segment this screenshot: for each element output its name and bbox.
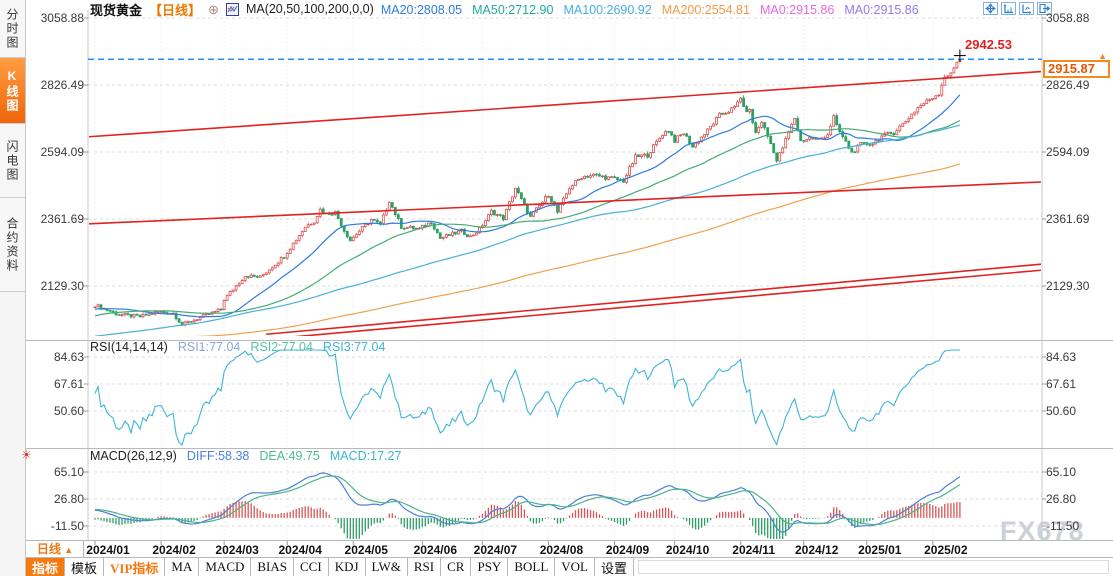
sidebar-tab-contract-info[interactable]: 合约资料 [0, 198, 25, 292]
rsi-axis-label: 67.61 [53, 377, 84, 391]
rsi-axis-label: 50.60 [53, 403, 84, 418]
macd-value: MACD:17.27 [329, 449, 402, 463]
date-label: 2025/01 [858, 543, 902, 557]
macd-value: DEA:49.75 [259, 449, 320, 463]
macd-axis-label: 26.80 [53, 492, 84, 506]
toolbar-item-LW&[interactable]: LW& [366, 558, 408, 576]
rsi-panel-header: RSI(14,14,14) RSI1:77.04 RSI2:77.04 RSI3:7… [90, 340, 395, 354]
chart-header: 现货黄金 【日线】 ⊕ MA(20,50,100,200,0,0) MA20:2… [90, 1, 929, 18]
rsi-axis-label: 84.63 [1046, 350, 1077, 364]
toolbar-item-KDJ[interactable]: KDJ [329, 558, 366, 576]
price-axis-label: 2361.69 [40, 212, 84, 226]
macd-axis-label: -11.50 [1046, 519, 1080, 533]
date-label: 2024/02 [152, 543, 196, 557]
period-selector-label: 日线 [36, 542, 61, 556]
sun-alert-icon: ☀ [21, 448, 32, 462]
price-axis-label: 3058.88 [1046, 11, 1090, 25]
toolbar-item-VIP指标[interactable]: VIP指标 [104, 558, 166, 576]
toolbar-item-BOLL[interactable]: BOLL [508, 558, 556, 576]
pan-icon[interactable] [983, 2, 998, 15]
toolbar-empty-area [638, 560, 1109, 574]
price-axis-label: 2826.49 [40, 78, 84, 92]
macd-panel-header: MACD(26,12,9) DIFF:58.38 DEA:49.75 MACD:17… [90, 449, 411, 463]
circled-minus-icon[interactable]: ⊕ [208, 1, 219, 17]
date-label: 2024/10 [665, 543, 710, 557]
rsi-axis-label: 84.63 [53, 350, 84, 364]
macd-value: DIFF:58.38 [186, 449, 250, 463]
macd-axis-label: 65.10 [53, 465, 84, 479]
date-label: 2024/01 [86, 543, 130, 557]
price-up-triangle-icon: ▲ [1098, 51, 1107, 61]
date-label: 2024/05 [344, 543, 388, 557]
macd-axis-label: -11.50 [50, 519, 84, 533]
date-label: 2024/11 [732, 543, 775, 557]
macd-values: DIFF:58.38 DEA:49.75 MACD:17.27 [187, 449, 412, 463]
ma-value: MA0:2915.86 [844, 2, 919, 17]
rsi-axis-label: 67.61 [1046, 377, 1077, 391]
price-axis-label: 2594.09 [40, 145, 84, 159]
symbol-title: 现货黄金 [90, 2, 143, 18]
date-label: 2025/02 [924, 543, 968, 557]
period-selector[interactable]: 日线 ▲ [27, 541, 84, 557]
date-label: 2024/08 [539, 543, 584, 557]
chart-toolbar-icons [983, 2, 1052, 15]
price-axis-label: 2594.09 [1046, 145, 1090, 159]
axis-zoom-vertical-icon[interactable] [1001, 2, 1016, 15]
price-axis-label: 2361.69 [1046, 212, 1090, 226]
ma-value: MA100:2690.92 [563, 2, 652, 17]
date-label: 2024/03 [215, 543, 259, 557]
exit-right-icon[interactable] [1037, 2, 1052, 15]
date-label: 2024/09 [605, 543, 650, 557]
period-arrow-icon: ▲ [64, 545, 74, 555]
price-axis-label: 2129.30 [1046, 279, 1090, 293]
sidebar-tab-lightning-chart[interactable]: 闪电图 [0, 124, 25, 198]
high-price-label: 2942.53 [965, 37, 1012, 52]
ma-value: MA50:2712.90 [472, 2, 554, 17]
toolbar-item-CCI[interactable]: CCI [294, 558, 329, 576]
ma-values: MA20:2808.05 MA50:2712.90 MA100:2690.92 MA2… [381, 2, 929, 17]
sidebar-tab-time-chart[interactable]: 分时图 [0, 0, 25, 58]
price-axis-label: 2129.30 [40, 279, 84, 293]
toolbar-item-BIAS[interactable]: BIAS [251, 558, 295, 576]
toolbar-item-PSY[interactable]: PSY [471, 558, 509, 576]
watermark: FX678 [1000, 516, 1085, 546]
ma-settings-label: MA(20,50,100,200,0,0) [245, 2, 374, 16]
toolbar-item-CR[interactable]: CR [441, 558, 472, 576]
macd-axis-label: 26.80 [1046, 492, 1077, 506]
toolbar-item-模板[interactable]: 模板 [65, 558, 105, 576]
rsi-axis-label: 50.60 [1046, 403, 1077, 418]
rsi-values: RSI1:77.04 RSI2:77.04 RSI3:77.04 [178, 340, 396, 354]
toolbar-item-指标[interactable]: 指标 [26, 558, 66, 576]
toolbar-item-MA[interactable]: MA [165, 558, 200, 576]
sidebar: 分时图 K线图 闪电图 合约资料 [0, 0, 26, 576]
date-label: 2024/07 [473, 543, 518, 557]
rsi-value: RSI1:77.04 [177, 340, 241, 354]
last-price-value: 2915.87 [1048, 61, 1095, 76]
date-label: 2024/06 [413, 543, 457, 557]
sidebar-tab-kline-chart[interactable]: K线图 [0, 58, 25, 124]
last-price-box: 2915.87 ▲ [1043, 52, 1110, 78]
rsi-value: RSI3:77.04 [322, 340, 386, 354]
price-axis-label: 2826.49 [1046, 78, 1090, 92]
toolbar-item-设置[interactable]: 设置 [595, 558, 635, 576]
macd-title: MACD(26,12,9) [90, 449, 177, 463]
ma-value: MA200:2554.81 [661, 2, 750, 17]
indicator-toolbar: 指标 模板 VIP指标 MA MACD BIAS CCI KDJ LW& RSI CR PSY BOLL… [26, 558, 1113, 576]
candlestick-chart-icon [225, 2, 239, 16]
toolbar-item-VOL[interactable]: VOL [555, 558, 595, 576]
macd-axis-label: 65.10 [1046, 465, 1077, 479]
toolbar-item-MACD[interactable]: MACD [199, 558, 252, 576]
date-label: 2024/04 [278, 543, 322, 557]
ma-value: MA0:2915.86 [759, 2, 835, 17]
price-axis-label: 3058.88 [40, 11, 84, 25]
axis-zoom-horizontal-icon[interactable] [1019, 2, 1034, 15]
period-tag: 【日线】 [149, 2, 202, 18]
rsi-value: RSI2:77.04 [250, 340, 313, 354]
rsi-title: RSI(14,14,14) [90, 340, 168, 354]
toolbar-item-RSI[interactable]: RSI [408, 558, 442, 576]
ma-value: MA20:2808.05 [380, 2, 463, 17]
date-label: 2024/12 [795, 543, 839, 557]
